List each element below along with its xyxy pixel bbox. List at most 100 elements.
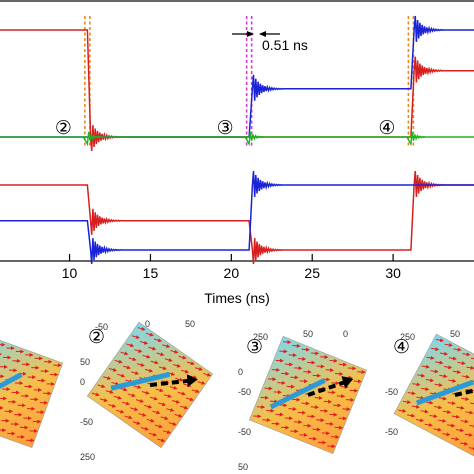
spin-arrow xyxy=(116,409,125,414)
spin-arrow xyxy=(316,364,325,369)
spin-arrow xyxy=(318,440,327,445)
spin-arrow xyxy=(451,414,461,419)
spin-arrow xyxy=(269,399,279,404)
switch-label: ④ xyxy=(378,118,395,139)
spin-arrow xyxy=(275,358,284,363)
spin-arrow xyxy=(421,387,430,392)
spin-arrow xyxy=(325,368,335,373)
spin-arrow xyxy=(442,409,452,414)
spin-arrow xyxy=(16,434,26,439)
spin-arrow xyxy=(430,369,439,374)
spin-arrow xyxy=(0,374,5,379)
spin-arrow xyxy=(342,407,351,412)
signal-chart: 51015202530 ②③④ 0.51 ns Times (ns) xyxy=(0,0,474,306)
spin-arrow xyxy=(444,342,453,347)
spin-arrow xyxy=(44,359,53,364)
spin-arrow xyxy=(131,371,140,375)
spin-arrow xyxy=(169,385,178,390)
spin-arrow xyxy=(128,357,137,362)
spin-arrow xyxy=(117,373,126,378)
spin-arrow xyxy=(37,378,46,383)
spin-arrow xyxy=(203,372,212,377)
spin-arrow xyxy=(137,326,146,331)
inset-tick-label: 250 xyxy=(400,332,415,342)
spin-arrow xyxy=(438,418,447,423)
spin-arrow xyxy=(349,388,359,393)
spin-arrow xyxy=(136,362,145,367)
inset-tick-label: -50 xyxy=(80,417,93,427)
vector-inset: ④250500-50-50 xyxy=(385,329,474,457)
spin-arrow xyxy=(177,391,186,396)
inset-tick-label: 50 xyxy=(185,319,195,329)
spin-arrow xyxy=(334,371,344,376)
spin-arrow xyxy=(331,434,340,439)
spin-arrow xyxy=(301,347,310,352)
inset-tick-label: 0 xyxy=(238,367,243,377)
spin-arrow xyxy=(6,346,15,351)
spin-arrow xyxy=(293,419,303,424)
spin-arrow xyxy=(331,381,340,386)
spin-arrow xyxy=(108,367,118,372)
spin-arrow xyxy=(156,352,165,357)
spin-arrow xyxy=(443,365,453,370)
middle-ringing xyxy=(244,131,264,147)
spin-arrow xyxy=(186,361,195,366)
spin-arrow xyxy=(152,410,161,415)
inset-label: ② xyxy=(88,327,105,348)
spin-arrow xyxy=(122,401,131,406)
spin-arrow xyxy=(412,382,421,387)
spin-arrow xyxy=(469,401,474,406)
spin-arrow xyxy=(148,346,157,351)
spin-arrow xyxy=(434,405,443,410)
inset-tick-label: 250 xyxy=(253,332,268,342)
spin-arrow xyxy=(439,351,449,356)
spin-arrow xyxy=(347,366,357,371)
middle-ringing xyxy=(82,131,102,147)
spin-arrow xyxy=(303,369,312,374)
spin-arrow xyxy=(2,387,11,392)
spin-arrow xyxy=(279,349,288,354)
spin-arrow xyxy=(154,424,163,429)
spin-arrow xyxy=(277,380,286,385)
spin-arrow xyxy=(353,379,362,384)
spin-arrow xyxy=(398,408,407,413)
spin-arrow xyxy=(140,340,149,345)
spin-arrow xyxy=(43,391,52,396)
spin-arrow xyxy=(12,358,21,363)
spin-arrow xyxy=(162,430,172,434)
spin-arrow xyxy=(433,427,442,432)
spin-arrow xyxy=(130,407,139,412)
spin-arrow xyxy=(455,428,465,433)
spin-arrow xyxy=(32,419,42,424)
spin-arrow xyxy=(191,389,200,393)
spin-arrow xyxy=(451,437,460,441)
spin-arrow xyxy=(132,421,141,425)
spin-arrow xyxy=(439,374,448,379)
spin-arrow xyxy=(127,393,136,398)
spin-arrow xyxy=(10,422,20,427)
inset-tick-label: 50 xyxy=(238,462,248,472)
spin-arrow xyxy=(286,384,295,389)
spin-arrow xyxy=(23,416,32,421)
spin-arrow xyxy=(448,356,457,361)
spin-arrow xyxy=(30,397,39,402)
spin-arrow xyxy=(135,398,145,403)
spin-arrow xyxy=(8,399,17,404)
spin-arrow xyxy=(421,364,430,369)
spin-arrow xyxy=(256,404,266,409)
spin-arrow xyxy=(310,351,320,356)
spin-arrow xyxy=(138,412,147,417)
spin-arrow xyxy=(266,408,275,413)
spin-arrow xyxy=(144,404,153,409)
spin-arrow xyxy=(168,421,177,426)
spin-arrow xyxy=(294,366,303,371)
interval-arrowhead-right xyxy=(259,31,266,37)
spin-arrow xyxy=(113,395,122,400)
spin-arrow xyxy=(91,392,100,397)
spin-arrow xyxy=(314,395,323,400)
spin-arrow xyxy=(338,362,348,367)
spin-arrow xyxy=(0,364,8,369)
